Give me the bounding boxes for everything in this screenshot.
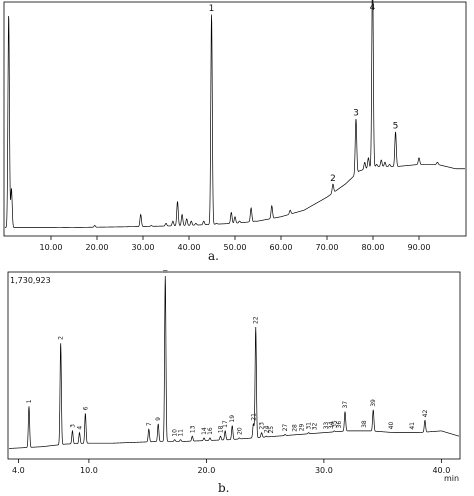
b-peak-label: 24 bbox=[263, 425, 270, 433]
panel-b-frame bbox=[7, 271, 461, 460]
b-peak-label: 39 bbox=[370, 399, 377, 407]
panel-b-caption: b. bbox=[218, 481, 230, 495]
b-peak-label: 18 bbox=[217, 425, 224, 433]
b-peak-label: II bbox=[162, 269, 169, 273]
a-x-tick-label: 10.00 bbox=[40, 243, 63, 252]
a-x-tick-label: 20.00 bbox=[86, 243, 109, 252]
b-x-tick-label: 10.0 bbox=[80, 466, 98, 475]
b-peak-label: 19 bbox=[229, 415, 236, 423]
b-x-tick-label: 4.0 bbox=[12, 466, 25, 475]
b-peak-label: 28 bbox=[292, 424, 299, 432]
panel-a-peak-labels: 1 2 3 4 5 bbox=[209, 3, 399, 184]
b-peak-label: 13 bbox=[189, 425, 196, 433]
b-peak-label: 37 bbox=[342, 401, 349, 409]
a-x-tick-label: 50.00 bbox=[224, 243, 247, 252]
b-peak-label: 42 bbox=[422, 410, 429, 418]
b-x-tick-label: 20.0 bbox=[197, 466, 215, 475]
b-peak-label: 21 bbox=[250, 413, 257, 421]
b-peak-label: 25 bbox=[268, 426, 275, 434]
panel-a-caption: a. bbox=[208, 249, 219, 263]
panel-b-trace bbox=[8, 276, 460, 449]
a-peak-label: 3 bbox=[353, 109, 359, 119]
chromatogram-b: 1,730,923 4.0 10.0 20.0 30.0 40.0 min 123 467… bbox=[7, 269, 461, 495]
b-peak-label: 4 bbox=[76, 426, 83, 430]
b-peak-label: 6 bbox=[82, 406, 89, 410]
panel-b-y-max-label: 1,730,923 bbox=[10, 276, 51, 285]
b-peak-label: 9 bbox=[155, 417, 162, 421]
panel-a-x-axis: 10.00 20.00 30.00 40.00 50.00 60.00 70.00 80.00… bbox=[40, 236, 431, 252]
b-peak-label: 7 bbox=[146, 422, 153, 426]
b-x-tick-label: 40.0 bbox=[432, 466, 450, 475]
panel-b-x-axis: 4.0 10.0 20.0 30.0 40.0 bbox=[12, 459, 450, 475]
a-x-tick-label: 60.00 bbox=[270, 243, 293, 252]
b-peak-label: 20 bbox=[236, 427, 243, 435]
b-peak-label: 36 bbox=[336, 421, 343, 429]
b-peak-label: 33 bbox=[323, 422, 330, 430]
b-peak-label: 10 bbox=[172, 429, 179, 437]
a-peak-label: 5 bbox=[393, 122, 399, 132]
a-peak-label: 2 bbox=[330, 174, 336, 184]
a-x-tick-label: 90.00 bbox=[408, 243, 431, 252]
panel-b-x-unit-label: min bbox=[444, 474, 459, 483]
panel-a-frame bbox=[3, 1, 467, 237]
b-peak-label: 35 bbox=[331, 420, 338, 428]
a-peak-label: 1 bbox=[209, 4, 215, 14]
b-peak-label: 31 bbox=[306, 422, 313, 430]
b-peak-label: 29 bbox=[299, 423, 306, 431]
b-peak-label: 41 bbox=[409, 422, 416, 430]
b-peak-label: 17 bbox=[222, 420, 229, 428]
a-x-tick-label: 40.00 bbox=[178, 243, 201, 252]
b-peak-label: 23 bbox=[259, 422, 266, 430]
b-peak-label: 16 bbox=[207, 427, 214, 435]
b-peak-label: 40 bbox=[388, 422, 395, 430]
a-x-tick-label: 70.00 bbox=[316, 243, 339, 252]
chromatogram-a: 10.00 20.00 30.00 40.00 50.00 60.00 70.00 80.00… bbox=[3, 0, 467, 263]
a-x-tick-label: 30.00 bbox=[132, 243, 155, 252]
b-peak-label: 1 bbox=[26, 399, 33, 403]
panel-a-trace bbox=[5, 0, 465, 228]
b-peak-label: 3 bbox=[69, 424, 76, 428]
a-x-tick-label: 80.00 bbox=[362, 243, 385, 252]
a-peak-label: 4 bbox=[370, 3, 376, 13]
b-peak-label: 11 bbox=[178, 429, 185, 437]
b-peak-label: 14 bbox=[201, 427, 208, 435]
b-x-tick-label: 30.0 bbox=[315, 466, 333, 475]
b-peak-label: 38 bbox=[361, 420, 368, 428]
b-peak-label: 34 bbox=[328, 421, 335, 429]
b-peak-label: 22 bbox=[253, 316, 260, 324]
b-peak-label: 2 bbox=[58, 336, 65, 340]
b-peak-label: 27 bbox=[282, 424, 289, 432]
b-peak-label: 32 bbox=[311, 422, 318, 430]
